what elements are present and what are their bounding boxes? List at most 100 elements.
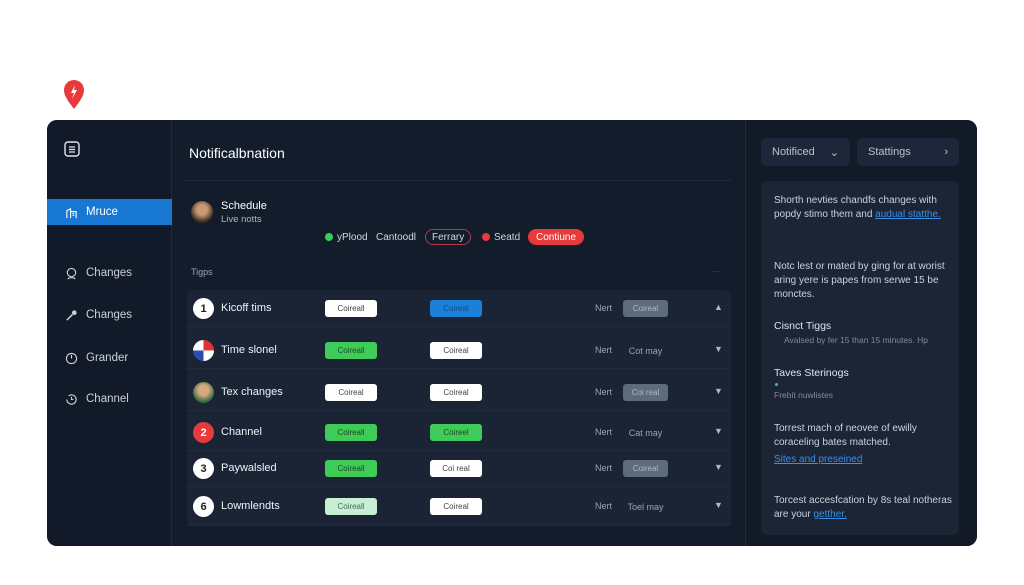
- row-button-1[interactable]: Coireal: [325, 384, 377, 401]
- map-pin-icon: [64, 80, 84, 109]
- section-subtext: Frebit nuwlistes: [774, 390, 834, 400]
- filter-chip-cantoodl[interactable]: Cantoodl: [376, 229, 416, 245]
- sidebar-item-changes-2[interactable]: Changes: [47, 302, 172, 328]
- sidebar-item-label: Mruce: [86, 206, 118, 218]
- row-status-label: Nert: [595, 463, 613, 473]
- app-window: Mruce Changes Changes Grander Channel No…: [47, 120, 977, 546]
- row-button-1[interactable]: Coireall: [325, 300, 377, 317]
- info-paragraph: Torrest mach of neovee of ewilly coracel…: [774, 423, 917, 448]
- button-label: Contiune: [536, 231, 577, 243]
- sidebar-item-label: Grander: [86, 352, 129, 364]
- row-button-1[interactable]: Coireall: [325, 342, 377, 359]
- status-dot-icon: [482, 233, 490, 241]
- more-options-icon[interactable]: ...: [712, 264, 720, 274]
- row-marker-icon: [193, 382, 214, 403]
- caret-down-icon[interactable]: ▼: [714, 426, 723, 436]
- row-marker-icon: 2: [193, 422, 214, 443]
- link[interactable]: Sites and preseined: [774, 454, 863, 465]
- table-row[interactable]: 1 Kicoff tims Coireall Coireal Nert Coir…: [187, 290, 731, 327]
- row-status-label: Nert: [595, 345, 613, 355]
- right-panel: Notificed ⌄ Stattings › Shorth nevties cha…: [745, 120, 977, 546]
- section-label: Tigps: [191, 267, 213, 277]
- table-row[interactable]: 6 Lowmlendts Coireall Coireal Nert Toel …: [187, 488, 731, 525]
- info-paragraph: Torcest accesfcation by 8s teal notheras…: [774, 494, 954, 522]
- row-button-3[interactable]: Coireal: [623, 300, 668, 317]
- notified-dropdown[interactable]: Notificed ⌄: [761, 138, 850, 166]
- link[interactable]: audual statthe.: [875, 209, 941, 220]
- row-button-1[interactable]: Coireall: [325, 498, 377, 515]
- row-marker-icon: 3: [193, 458, 214, 479]
- filter-chip-seatd[interactable]: Seatd: [482, 229, 520, 245]
- caret-down-icon[interactable]: ▼: [714, 386, 723, 396]
- main-panel: Notificalbnation Schedule Live notts yPl…: [172, 120, 745, 546]
- row-button-3[interactable]: Toel may: [627, 501, 664, 512]
- row-marker-icon: [193, 340, 214, 361]
- divider: [186, 180, 731, 181]
- status-dot-icon: [775, 383, 778, 386]
- info-paragraph: Shorth nevties chandfs changes with popd…: [774, 194, 954, 222]
- chip-label: Cantoodl: [376, 231, 417, 243]
- bullet-text: Avalsed by fer 15 than 15 minutes. Hp: [784, 335, 928, 345]
- caret-up-icon[interactable]: ▲: [714, 302, 723, 312]
- row-name: Paywalsled: [221, 462, 277, 474]
- row-button-2[interactable]: Coireal: [430, 342, 482, 359]
- row-status-label: Nert: [595, 303, 613, 313]
- section-heading: Cisnct Tiggs: [774, 320, 832, 332]
- sidebar-item-changes[interactable]: Changes: [47, 260, 172, 286]
- caret-down-icon[interactable]: ▼: [714, 462, 723, 472]
- row-marker-icon: 6: [193, 496, 214, 517]
- row-button-2[interactable]: Coi real: [430, 460, 482, 477]
- sidebar-item-label: Changes: [86, 309, 133, 321]
- sidebar-item-channel[interactable]: Channel: [47, 386, 172, 412]
- page-title: Notificalbnation: [189, 145, 285, 161]
- filter-chip-ferrary[interactable]: Ferrary: [425, 229, 472, 245]
- table-row[interactable]: Time slonel Coireall Coireal Nert Cot ma…: [187, 332, 731, 369]
- row-button-1[interactable]: Coireall: [325, 460, 377, 477]
- filter-chip-yplood[interactable]: yPlood: [325, 229, 368, 245]
- row-button-3[interactable]: Cat may: [628, 427, 663, 438]
- row-name: Kicoff tims: [221, 302, 272, 314]
- chip-label: yPlood: [337, 231, 368, 243]
- row-status-label: Nert: [595, 387, 613, 397]
- sidebar-item-label: Channel: [86, 393, 129, 405]
- app-menu-icon[interactable]: [64, 141, 80, 157]
- row-button-1[interactable]: Coireall: [325, 424, 377, 441]
- row-button-2[interactable]: Coireal: [430, 384, 482, 401]
- row-button-2[interactable]: Coireel: [430, 424, 482, 441]
- row-button-3[interactable]: Cot may: [628, 345, 663, 356]
- chip-label: Ferrary: [432, 231, 465, 243]
- caret-down-icon[interactable]: ▼: [714, 500, 723, 510]
- link[interactable]: getther.: [813, 509, 847, 520]
- schedule-title: Schedule: [221, 200, 267, 212]
- sidebar-item-grander[interactable]: Grander: [47, 345, 172, 371]
- row-name: Channel: [221, 426, 262, 438]
- notifications-table: 1 Kicoff tims Coireall Coireal Nert Coir…: [187, 290, 731, 527]
- row-button-3[interactable]: Coi real: [623, 384, 668, 401]
- info-card: Shorth nevties chandfs changes with popd…: [761, 181, 959, 535]
- avatar: [191, 201, 213, 223]
- table-row[interactable]: 3 Paywalsled Coireall Coi real Nert Coir…: [187, 450, 731, 487]
- status-dot-icon: [325, 233, 333, 241]
- user-search-icon: [66, 267, 77, 279]
- table-row[interactable]: Tex changes Coireal Coireal Nert Coi rea…: [187, 374, 731, 411]
- table-row[interactable]: 2 Channel Coireall Coireel Nert Cat may …: [187, 414, 731, 451]
- caret-down-icon[interactable]: ▼: [714, 344, 723, 354]
- sidebar-item-label: Changes: [86, 267, 133, 279]
- row-button-2[interactable]: Coireal: [430, 498, 482, 515]
- row-status-label: Nert: [595, 427, 613, 437]
- chevron-down-icon: ⌄: [829, 146, 839, 159]
- row-button-3[interactable]: Coireal: [623, 460, 668, 477]
- row-status-label: Nert: [595, 501, 613, 511]
- sidebar-item-mruce[interactable]: Mruce: [47, 199, 172, 225]
- continue-button[interactable]: Contiune: [528, 229, 585, 245]
- history-icon: [66, 393, 77, 405]
- buildings-icon: [66, 207, 77, 218]
- row-button-2[interactable]: Coireal: [430, 300, 482, 317]
- settings-button[interactable]: Stattings ›: [857, 138, 959, 166]
- row-name: Tex changes: [221, 386, 283, 398]
- button-label: Stattings: [868, 146, 911, 158]
- clock-icon: [65, 352, 78, 364]
- paragraph-text: Shorth nevties chandfs changes with popd…: [774, 195, 937, 220]
- row-name: Lowmlendts: [221, 500, 280, 512]
- chip-label: Seatd: [494, 231, 521, 243]
